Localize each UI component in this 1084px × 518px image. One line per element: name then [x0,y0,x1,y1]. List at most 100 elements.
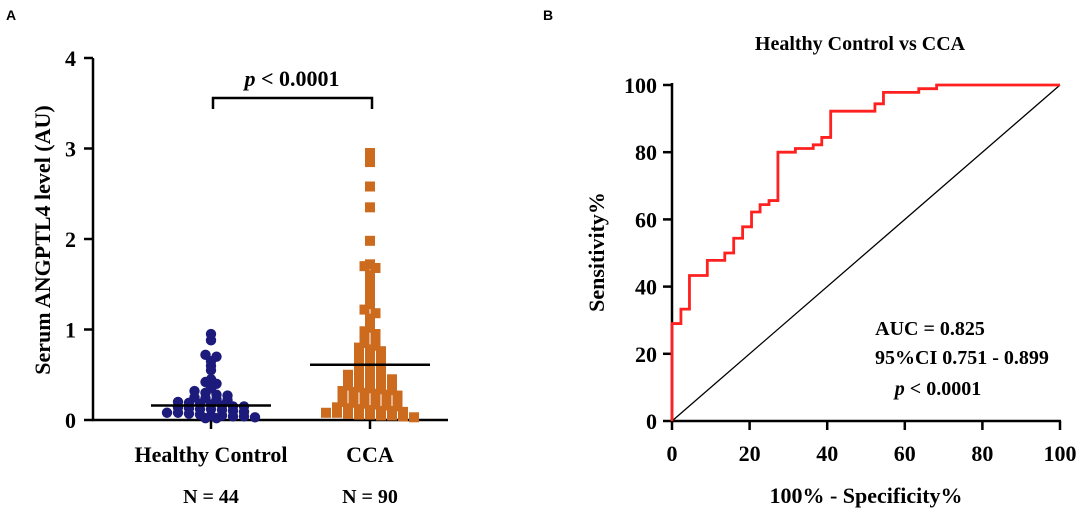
data-point-cca [365,157,375,168]
y-tick-label: 100 [624,73,657,98]
panel-b-y-axis-label: Sensitivity% [584,192,609,312]
data-point-cca [343,380,353,391]
data-point-healthy-control [200,349,211,361]
data-point-cca [387,405,397,416]
y-tick-label: 2 [65,227,76,252]
y-tick-label: 60 [635,207,657,232]
count-label-healthy-control: N = 44 [183,486,239,508]
y-tick-label: 1 [65,318,76,343]
data-point-cca [376,362,386,373]
panel-b-y-ticks: 0 20 40 60 80 100 [624,73,672,434]
x-tick-label: 80 [971,441,993,466]
panel-a-y-axis-label: Serum ANGPTL4 level (AU) [30,105,55,374]
data-point-cca [392,395,403,406]
data-point-cca [376,373,386,384]
p-value-number: < 0.0001 [905,378,981,400]
data-point-cca [343,375,353,386]
x-tick-label: 0 [667,441,678,466]
data-point-cca [348,386,359,397]
data-point-cca [370,340,381,351]
data-point-cca [365,355,375,366]
data-point-cca [365,349,375,360]
panel-b-letter: B [543,7,553,23]
data-point-cca [370,394,381,405]
data-point-cca [337,391,348,402]
data-point-cca [376,405,386,416]
data-point-healthy-control [211,351,222,362]
significance-p: p [242,66,255,91]
data-point-cca [370,388,381,399]
panel-a-category-ticks [209,420,372,429]
x-tick-label: 100 [1044,441,1077,466]
data-point-cca [359,326,370,337]
data-point-healthy-control [222,390,233,401]
y-tick-label: 0 [65,408,76,433]
data-point-cca [343,408,353,419]
data-point-cca [359,338,370,349]
data-point-cca [365,313,375,324]
data-point-cca [354,382,364,393]
data-point-cca [398,406,408,417]
data-point-cca [359,331,370,342]
p-value-annotation: p < 0.0001 [893,378,981,400]
data-point-cca [359,398,370,409]
significance-bracket [211,96,374,109]
ci-annotation: 95%CI 0.751 - 0.899 [875,347,1049,369]
y-tick-label: 20 [635,342,657,367]
data-point-cca [365,286,375,297]
data-point-cca [354,342,364,353]
p-value-p: p [893,378,905,400]
data-point-cca [409,412,419,423]
data-point-cca [365,270,375,281]
y-tick-label: 0 [646,409,657,434]
reference-diagonal-line [671,84,1061,422]
data-point-healthy-control [189,385,200,397]
data-point-cca [376,351,386,362]
data-point-cca [370,262,381,273]
x-tick-label: 60 [894,441,916,466]
data-point-cca [387,379,397,390]
data-point-cca [365,295,375,306]
data-point-cca [376,357,386,368]
panel-a-mean-lines [151,363,430,407]
data-point-cca [365,181,375,192]
data-point-cca [387,374,397,385]
panel-a-data-points [161,148,419,424]
data-point-cca [354,353,364,364]
data-point-cca [365,383,375,394]
data-point-cca [354,404,364,415]
data-point-cca [354,370,364,381]
data-point-cca [392,390,403,401]
panel-a: A Serum ANGPTL4 level (AU) 0 1 2 3 4 Healthy… [6,7,448,508]
data-point-cca [365,281,375,292]
data-point-cca [354,376,364,387]
data-point-cca [387,385,397,396]
roc-curve [670,83,1060,421]
count-label-cca: N = 90 [342,486,398,508]
data-point-cca [376,346,386,357]
data-point-cca [337,386,348,397]
data-point-cca [359,304,370,315]
data-point-cca [370,399,381,410]
data-point-healthy-control [205,328,217,340]
data-point-healthy-control [161,407,173,418]
data-point-cca [354,364,364,375]
panel-b-title: Healthy Control vs CCA [755,33,966,55]
data-point-cca [381,389,392,400]
category-label-healthy-control: Healthy Control [135,442,288,467]
y-tick-label: 80 [635,140,657,165]
data-point-healthy-control [205,374,217,385]
y-tick-label: 40 [635,275,657,300]
x-tick-label: 40 [816,441,838,466]
data-point-cca [332,402,342,413]
data-point-cca [381,400,392,411]
panel-b-x-axis-label: 100% - Specificity% [769,483,962,508]
data-point-cca [365,371,375,382]
data-point-cca [348,392,359,403]
data-point-cca [376,367,386,378]
panel-a-letter: A [6,7,16,23]
data-point-cca [392,401,403,412]
data-point-cca [365,235,375,246]
panel-a-y-ticks: 0 1 2 3 4 [65,46,93,433]
